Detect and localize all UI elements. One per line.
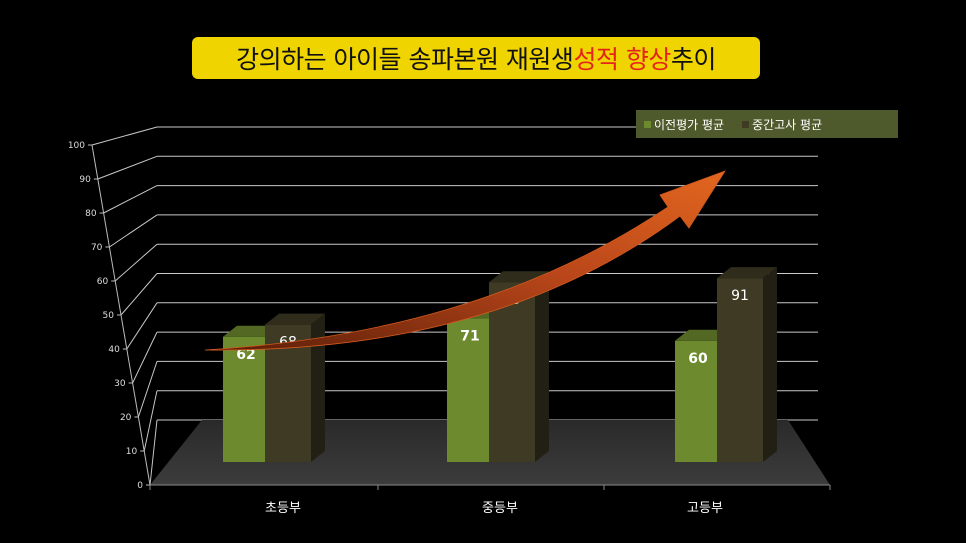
gridline-side bbox=[126, 302, 158, 350]
y-tick-label: 10 bbox=[126, 447, 138, 457]
bar-side bbox=[535, 271, 549, 462]
gridline-side bbox=[109, 214, 158, 248]
legend-label-series2: 중간고사 평균 bbox=[752, 117, 823, 132]
bar bbox=[447, 318, 493, 462]
y-tick-label: 50 bbox=[103, 311, 115, 321]
legend: 이전평가 평균 중간고사 평균 bbox=[636, 110, 898, 138]
data-label: 62 bbox=[236, 347, 255, 363]
bar-side bbox=[311, 313, 325, 462]
y-tick-label: 0 bbox=[137, 481, 143, 491]
bar-top bbox=[717, 267, 777, 279]
gridline-side bbox=[97, 155, 158, 180]
y-tick-label: 90 bbox=[79, 175, 91, 185]
gridline-side bbox=[114, 243, 158, 282]
title-part2: 추이 bbox=[670, 45, 717, 74]
bar bbox=[675, 340, 721, 462]
gridline-side bbox=[91, 126, 158, 146]
gridline-side bbox=[103, 185, 158, 214]
gridline-side bbox=[132, 331, 158, 384]
gridline-side bbox=[143, 390, 158, 452]
bar-group: 68 bbox=[265, 313, 325, 462]
data-label: 91 bbox=[731, 288, 749, 304]
y-tick-label: 40 bbox=[108, 345, 120, 355]
title-highlight: 성적 향상 bbox=[573, 45, 671, 74]
gridline-side bbox=[120, 273, 158, 316]
y-tick-label: 100 bbox=[68, 141, 85, 151]
gridline-side bbox=[137, 361, 158, 418]
legend-item-series2: 중간고사 평균 bbox=[742, 116, 822, 133]
y-axis-line bbox=[91, 144, 151, 486]
data-label: 71 bbox=[460, 329, 479, 345]
x-tick-label: 초등부 bbox=[265, 501, 301, 516]
x-tick-label: 중등부 bbox=[482, 501, 518, 516]
bar-top bbox=[265, 313, 325, 325]
data-label: 60 bbox=[688, 351, 708, 367]
x-axis: 초등부 중등부 고등부 bbox=[149, 485, 831, 516]
legend-swatch-series2 bbox=[742, 120, 750, 128]
title-part1: 강의하는 아이들 송파본원 재원생 bbox=[236, 45, 574, 74]
gridline-side bbox=[149, 419, 158, 486]
legend-swatch-series1 bbox=[644, 120, 651, 128]
y-tick-label: 20 bbox=[120, 413, 132, 423]
bar bbox=[223, 336, 269, 462]
y-axis: 0 10 20 30 40 50 60 70 80 90 100 bbox=[68, 141, 151, 491]
trend-arrow-shape bbox=[204, 170, 726, 351]
bar-group: 89 bbox=[489, 271, 549, 462]
y-tick-label: 30 bbox=[114, 379, 126, 389]
y-tick-label: 60 bbox=[97, 277, 109, 287]
bar-side bbox=[763, 267, 777, 462]
trend-arrow bbox=[204, 170, 726, 351]
legend-item-series1: 이전평가 평균 bbox=[644, 116, 724, 133]
bar bbox=[489, 282, 535, 462]
y-tick-label: 70 bbox=[91, 243, 103, 253]
x-tick-label: 고등부 bbox=[687, 501, 723, 516]
legend-label-series1: 이전평가 평균 bbox=[654, 117, 725, 132]
bar bbox=[717, 278, 763, 462]
chart-title: 강의하는 아이들 송파본원 재원생 성적 향상 추이 bbox=[192, 37, 760, 79]
y-tick-label: 80 bbox=[85, 209, 97, 219]
bar-group: 91 bbox=[717, 267, 777, 462]
